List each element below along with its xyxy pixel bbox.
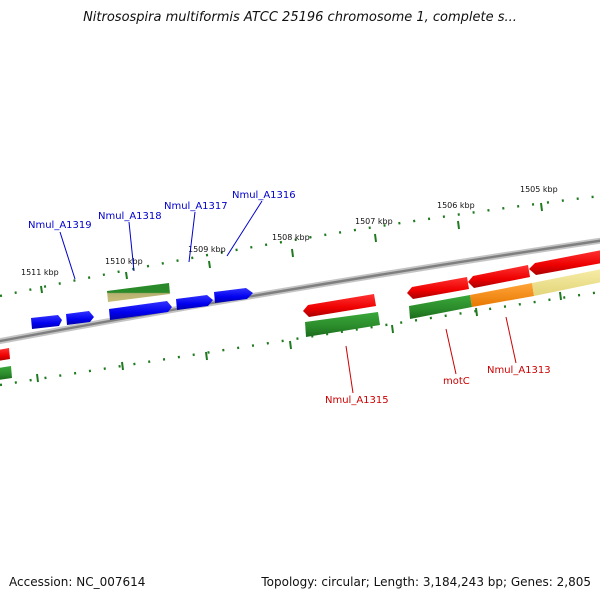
gene-feature-nmul-a1317[interactable] (176, 295, 213, 310)
reverse-label-leaders (345, 316, 517, 394)
reverse-gene-labels[interactable]: Nmul_A1315 motC Nmul_A1313 (325, 365, 551, 406)
reverse-features[interactable] (0, 250, 600, 380)
gene-label-nmul-a1317[interactable]: Nmul_A1317 (164, 201, 228, 212)
gene-feature-nmul-a1313-cds[interactable] (468, 265, 530, 288)
topology-summary: Topology: circular; Length: 3,184,243 bp… (261, 575, 591, 589)
gene-feature-motc-gene[interactable] (409, 295, 472, 319)
map-title: Nitrosospira multiformis ATCC 25196 chro… (83, 10, 517, 25)
upper-major-ticks (40, 202, 543, 294)
gene-label-nmul-a1313[interactable]: Nmul_A1313 (487, 365, 551, 376)
gene-feature-nmul-a1313-gene[interactable] (470, 283, 534, 307)
lower-major-ticks (36, 291, 562, 383)
gene-feature-left-red[interactable] (0, 348, 10, 361)
gene-label-nmul-a1316[interactable]: Nmul_A1316 (232, 190, 296, 201)
gene-feature-motc-cds[interactable] (407, 277, 469, 299)
gene-feature-nmul-a1315-cds[interactable] (303, 294, 376, 317)
forward-features[interactable] (31, 283, 253, 329)
gene-label-motc[interactable]: motC (443, 376, 470, 387)
gene-label-nmul-a1318[interactable]: Nmul_A1318 (98, 211, 162, 222)
scale-label: 1511 kbp (21, 268, 59, 277)
forward-label-leaders (59, 200, 263, 280)
scale-label: 1505 kbp (520, 185, 558, 194)
scale-label: 1506 kbp (437, 201, 475, 210)
forward-gene-labels[interactable]: Nmul_A1319 Nmul_A1318 Nmul_A1317 Nmul_A1… (28, 190, 296, 231)
scale-label: 1507 kbp (355, 217, 393, 226)
gene-feature-right-red[interactable] (529, 250, 600, 275)
gene-feature-nmul-a1318-gene[interactable] (107, 283, 170, 302)
gene-feature-nmul-a1318-small[interactable] (66, 311, 94, 325)
gene-feature-left-green[interactable] (0, 366, 12, 380)
scale-label: 1508 kbp (272, 233, 310, 242)
gene-label-nmul-a1315[interactable]: Nmul_A1315 (325, 395, 389, 406)
scale-label: 1510 kbp (105, 257, 143, 266)
accession-text: Accession: NC_007614 (9, 575, 146, 589)
upper-tick-track (0, 194, 600, 298)
gene-feature-right-khaki[interactable] (532, 269, 600, 296)
scale-labels: 1511 kbp 1510 kbp 1509 kbp 1508 kbp 1507… (21, 185, 558, 277)
gene-feature-nmul-a1315-gene[interactable] (305, 312, 380, 337)
gene-feature-nmul-a1319[interactable] (31, 315, 62, 329)
gene-feature-nmul-a1316[interactable] (214, 288, 253, 303)
genome-backbone-core (0, 239, 600, 343)
scale-label: 1509 kbp (188, 245, 226, 254)
gene-feature-nmul-a1318-cds[interactable] (109, 301, 172, 320)
gene-label-nmul-a1319[interactable]: Nmul_A1319 (28, 220, 92, 231)
